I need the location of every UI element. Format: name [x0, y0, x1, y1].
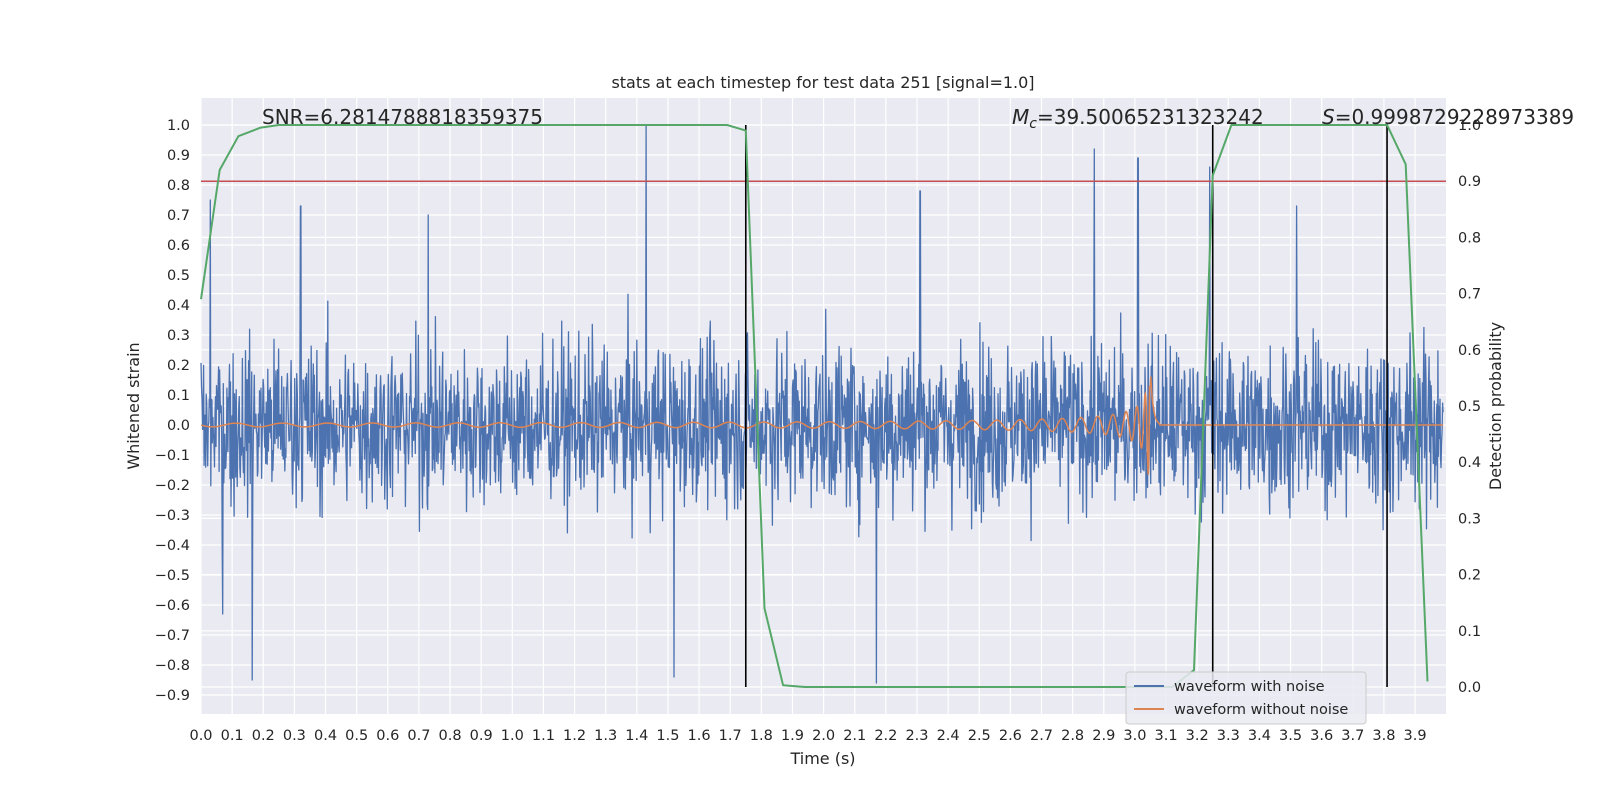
y2-tick-label: 1.0	[1458, 118, 1481, 134]
x-tick-label: 3.0	[1123, 728, 1146, 744]
y-tick-label: −0.6	[155, 598, 190, 614]
score-annotation: S=0.9998729228973389	[1322, 105, 1574, 129]
chirp-mass-annotation: Mc=39.50065231323242	[1012, 105, 1264, 132]
clean-waveform-line	[200, 376, 1444, 475]
snr-annotation: SNR=6.2814788818359375	[262, 105, 543, 129]
score-symbol: S	[1322, 105, 1335, 129]
x-tick-label: 3.9	[1404, 728, 1427, 744]
x-tick-label: 2.7	[1030, 728, 1053, 744]
x-tick-label: 3.5	[1279, 728, 1302, 744]
x-tick-label: 0.6	[376, 728, 399, 744]
legend-label-noise: waveform with noise	[1174, 679, 1325, 695]
x-tick-label: 1.6	[688, 728, 711, 744]
x-tick-label: 1.4	[625, 728, 648, 744]
y-tick-label: 0.8	[167, 178, 190, 194]
x-tick-label: 1.0	[501, 728, 524, 744]
vertical-markers	[744, 125, 1388, 687]
noise-waveform-line	[200, 124, 1444, 684]
x-tick-label: 0.0	[189, 728, 212, 744]
x-tick-label: 2.0	[812, 728, 835, 744]
x-tick-label: 2.2	[874, 728, 897, 744]
x-tick-label: 1.8	[750, 728, 773, 744]
y2-tick-label: 0.0	[1458, 680, 1481, 696]
y-tick-label: −0.7	[155, 628, 190, 644]
chirp-mass-subscript: c	[1029, 116, 1037, 132]
y2-tick-label: 0.8	[1458, 230, 1481, 246]
y-tick-label: 0.4	[167, 298, 190, 314]
x-tick-label: 0.5	[345, 728, 368, 744]
y2-axis-label: Detection probability	[1486, 322, 1505, 490]
x-tick-label: 2.3	[905, 728, 928, 744]
legend-box	[1125, 671, 1367, 725]
x-tick-label: 2.5	[968, 728, 991, 744]
x-tick-label: 2.4	[937, 728, 960, 744]
x-tick-label: 2.8	[1061, 728, 1084, 744]
y2-tick-label: 0.6	[1458, 343, 1481, 359]
x-tick-labels: 0.0 0.1 0.2 0.3 0.4 0.5 0.6 0.7 0.8 0.9 1.0 1.1 1.2 1…	[189, 728, 1426, 744]
legend-label-clean: waveform without noise	[1174, 702, 1348, 718]
x-tick-label: 3.2	[1186, 728, 1209, 744]
x-tick-label: 2.9	[1092, 728, 1115, 744]
legend: waveform with noise waveform without noi…	[1125, 671, 1367, 725]
y2-tick-label: 0.1	[1458, 624, 1481, 640]
x-axis-label: Time (s)	[789, 749, 855, 768]
x-tick-label: 1.1	[532, 728, 555, 744]
y-tick-label: 0.7	[167, 208, 190, 224]
series-waveform-without-noise	[200, 376, 1444, 475]
y2-tick-label: 0.7	[1458, 287, 1481, 303]
score-value: =0.9998729228973389	[1335, 105, 1574, 129]
y-tick-label: 0.1	[167, 388, 190, 404]
y-tick-label: −0.5	[155, 568, 190, 584]
x-tick-label: 1.9	[781, 728, 804, 744]
probability-line	[200, 124, 1429, 688]
y-tick-label: −0.8	[155, 658, 190, 674]
y2-tick-labels: 1.0 0.9 0.8 0.7 0.6 0.5 0.4 0.3 0.2 0.1 0.0	[1458, 118, 1481, 696]
x-tick-label: 3.3	[1217, 728, 1240, 744]
chirp-mass-value: =39.50065231323242	[1037, 105, 1264, 129]
x-tick-label: 0.2	[252, 728, 275, 744]
series-waveform-with-noise	[200, 124, 1444, 684]
x-tick-label: 3.7	[1341, 728, 1364, 744]
x-tick-label: 1.5	[656, 728, 679, 744]
x-tick-label: 1.7	[719, 728, 742, 744]
x-tick-label: 3.1	[1154, 728, 1177, 744]
y2-tick-label: 0.9	[1458, 174, 1481, 190]
x-tick-label: 3.4	[1248, 728, 1271, 744]
chirp-mass-symbol: M	[1012, 105, 1029, 129]
y2-tick-label: 0.5	[1458, 399, 1481, 415]
x-tick-label: 1.3	[594, 728, 617, 744]
series-detection-probability	[200, 124, 1429, 688]
y-tick-label: −0.3	[155, 508, 190, 524]
x-tick-label: 2.1	[843, 728, 866, 744]
x-tick-label: 0.7	[407, 728, 430, 744]
y-tick-label: −0.2	[155, 478, 190, 494]
y-tick-label: 0.6	[167, 238, 190, 254]
y-tick-label: 0.5	[167, 268, 190, 284]
y-tick-label: −0.1	[155, 448, 190, 464]
y-tick-label: 0.2	[167, 358, 190, 374]
y-tick-label: −0.9	[155, 688, 190, 704]
y2-tick-label: 0.2	[1458, 568, 1481, 584]
y-tick-labels: 1.0 0.9 0.8 0.7 0.6 0.5 0.4 0.3 0.2 0.1 0.0 −0.1 −0.…	[155, 118, 190, 704]
x-tick-label: 2.6	[999, 728, 1022, 744]
chart-title: stats at each timestep for test data 251…	[611, 73, 1034, 92]
y-tick-label: 0.3	[167, 328, 190, 344]
x-tick-label: 0.9	[470, 728, 493, 744]
y2-tick-label: 0.4	[1458, 455, 1481, 471]
x-tick-label: 1.2	[563, 728, 586, 744]
x-tick-label: 0.3	[283, 728, 306, 744]
y-tick-label: 1.0	[167, 118, 190, 134]
y2-tick-label: 0.3	[1458, 511, 1481, 527]
x-tick-label: 3.8	[1372, 728, 1395, 744]
y-axis-label: Whitened strain	[124, 342, 143, 469]
x-tick-label: 0.4	[314, 728, 337, 744]
y-tick-label: 0.9	[167, 148, 190, 164]
x-tick-label: 0.1	[221, 728, 244, 744]
y-tick-label: −0.4	[155, 538, 190, 554]
x-tick-label: 0.8	[439, 728, 462, 744]
y-tick-label: 0.0	[167, 418, 190, 434]
x-tick-label: 3.6	[1310, 728, 1333, 744]
